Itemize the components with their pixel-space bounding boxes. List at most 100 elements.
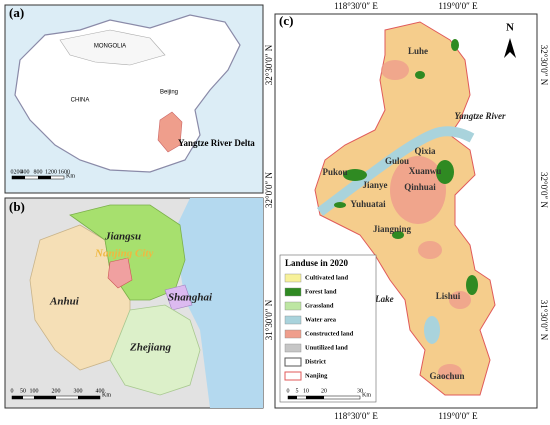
place-label: Yuhuatai: [350, 199, 386, 209]
panel-label: (b): [9, 199, 25, 214]
longitude-label: 119°0′0″ E: [438, 411, 478, 421]
north-arrow: [504, 38, 516, 58]
scale-unit: Km: [362, 392, 371, 398]
place-label: Xuanwu: [409, 166, 442, 176]
place-label: Zhejiang: [129, 342, 171, 354]
scale-label: 10: [303, 388, 309, 394]
place-label: Luhe: [408, 46, 428, 56]
panel-label: (c): [279, 13, 293, 28]
scale-label: 0: [11, 388, 14, 394]
scale-label: 1200: [45, 169, 57, 175]
place-label: MONGOLIA: [94, 44, 126, 50]
place-label: Nanjing City: [94, 248, 153, 260]
scale-label: 400: [21, 169, 30, 175]
forest: [334, 202, 346, 208]
scale-bar: [78, 396, 100, 399]
scale-label: 30: [357, 388, 363, 394]
panel-c: (c) 118°30′0″ E 119°0′0″ E 118°30′0″ E 1…: [264, 1, 549, 421]
legend-swatch: [284, 315, 302, 325]
panel-a: (a) MONGOLIA CHINA Beijing Yangtze River…: [4, 4, 264, 194]
place-label: Anhui: [49, 296, 80, 308]
legend-label: Constructed land: [305, 330, 354, 337]
legend-label: Forest land: [305, 288, 337, 295]
latitude-label: 32°30′0″ N: [264, 44, 274, 85]
forest: [436, 160, 454, 184]
legend-label: Unutilized land: [305, 344, 348, 351]
longitude-label: 118°30′0″ E: [334, 1, 378, 11]
scale-bar: [34, 396, 56, 399]
lake: [424, 316, 440, 344]
scale-label: 50: [20, 388, 26, 394]
legend-swatch: [284, 357, 302, 367]
scale-label: 200: [52, 388, 61, 394]
latitude-label: 32°0′0″ N: [539, 172, 549, 209]
forest: [451, 39, 459, 51]
yrd-area: [157, 111, 183, 153]
panel-label: (a): [9, 5, 24, 20]
scale-label: 1600: [58, 169, 70, 175]
scale-bar: [288, 396, 297, 399]
urban-area: [418, 241, 442, 259]
longitude-label: 118°30′0″ E: [334, 411, 378, 421]
urban-area: [390, 156, 446, 224]
sea: [170, 198, 263, 408]
place-label: Yangtze River Delta: [178, 138, 255, 148]
legend-swatch: [284, 343, 302, 353]
north-label: N: [506, 22, 514, 34]
scale-label: 5: [296, 388, 299, 394]
scale-unit: Km: [102, 392, 111, 398]
legend-swatch: [284, 287, 302, 297]
scale-bar: [12, 176, 25, 179]
shanghai: [164, 284, 193, 311]
forest: [466, 275, 478, 295]
place-label: Gulou: [385, 156, 409, 166]
forest: [343, 169, 367, 181]
forest: [415, 71, 425, 79]
scale-bar: [12, 396, 23, 399]
place-label: Gaochun: [429, 371, 464, 381]
legend-label: Nanjing: [305, 372, 328, 379]
scale-label: 0: [287, 388, 290, 394]
panel-b: (b) Jiangsu Nanjing City Anhui Shanghai …: [4, 197, 264, 409]
mongolia-land: [59, 29, 166, 66]
scale-label: 800: [34, 169, 43, 175]
place-label: CHINA: [71, 98, 90, 104]
scale-label: 0: [11, 169, 14, 175]
nanjing: [107, 257, 133, 289]
scale-label: 100: [30, 388, 39, 394]
place-label: Shanghai: [168, 292, 213, 304]
scale-label: 20: [321, 388, 327, 394]
scale-bar: [306, 396, 324, 399]
urban-area: [438, 364, 462, 380]
river: [316, 126, 475, 216]
scale-unit: Km: [66, 173, 75, 179]
legend-label: District: [305, 358, 327, 365]
place-label: Beijing: [160, 90, 178, 96]
legend-label: Water area: [305, 316, 337, 323]
place-label: Qixia: [414, 146, 436, 156]
latitude-label: 32°30′0″ N: [539, 45, 549, 86]
latitude-label: 31°30′0″ N: [539, 300, 549, 341]
place-label: Jianye: [362, 180, 387, 190]
scale-label: 300: [74, 388, 83, 394]
forest-patches: [334, 39, 478, 295]
legend-swatch: [284, 273, 302, 283]
legend-title: Landuse in 2020: [285, 258, 349, 268]
place-label: Pukou: [322, 167, 347, 177]
legend-swatch: [284, 329, 302, 339]
place-label: Jiangsu: [104, 231, 141, 243]
longitude-label: 119°0′0″ E: [438, 1, 478, 11]
scale-bar: [38, 176, 51, 179]
legend-swatch: [284, 371, 302, 381]
place-label: Yangtze River: [455, 111, 506, 121]
place-label: Qinhuai: [404, 182, 436, 192]
urban-area: [381, 60, 409, 80]
place-label: Jiangning: [373, 224, 412, 234]
legend-label: Cultivated land: [305, 274, 349, 281]
scale-label: 400: [96, 388, 105, 394]
forest: [392, 231, 404, 239]
place-label: Lishui: [436, 291, 461, 301]
legend-label: Grassland: [305, 302, 334, 309]
latitude-label: 32°0′0″ N: [264, 171, 274, 208]
